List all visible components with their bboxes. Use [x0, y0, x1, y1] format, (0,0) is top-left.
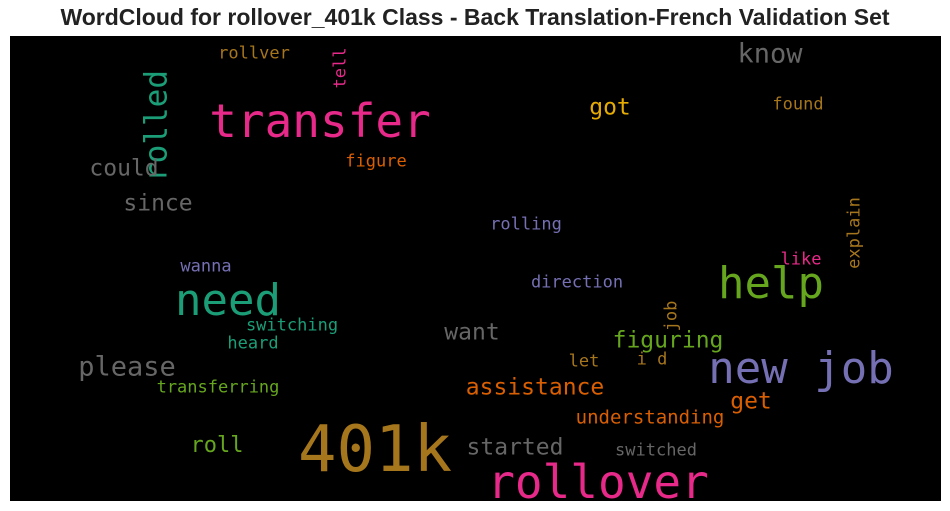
word-rollover: rollover [487, 455, 709, 501]
word-like: like [780, 249, 822, 270]
word-heard: heard [227, 333, 279, 354]
word-want: want [444, 319, 500, 346]
word-401k: 401k [297, 413, 453, 487]
word-assistance: assistance [465, 374, 605, 401]
word-wanna: wanna [180, 256, 232, 277]
word-let: let [568, 351, 600, 372]
word-switching: switching [245, 315, 339, 336]
word-i-d: i d [636, 349, 668, 370]
word-rollver: rollver [218, 43, 290, 64]
word-found: found [772, 94, 824, 115]
word-got: got [589, 94, 631, 121]
word-transfer: transfer [209, 94, 431, 148]
word-new-job: new job [708, 343, 894, 394]
word-need: need [175, 275, 281, 326]
word-could: could [89, 155, 159, 182]
wordcloud-canvas: 401k transfer rollover need help new job roll e… [10, 36, 941, 501]
word-figure: figure [345, 151, 407, 172]
word-direction: direction [530, 272, 624, 293]
word-explain: explain [844, 197, 865, 269]
word-switched: switched [615, 440, 697, 461]
word-please: please [78, 351, 176, 383]
word-transferring: transferring [156, 377, 280, 398]
word-since: since [123, 190, 193, 217]
word-job: job [661, 300, 682, 332]
word-know: know [737, 38, 803, 70]
word-roll: roll [190, 433, 244, 458]
word-get: get [730, 388, 772, 415]
word-help: help [718, 258, 824, 309]
word-tell: tell [330, 47, 351, 89]
word-figuring: figuring [612, 327, 724, 354]
word-rolling: rolling [490, 214, 562, 235]
chart-title: WordCloud for rollover_401k Class - Back… [60, 4, 890, 30]
word-understanding: understanding [575, 406, 725, 429]
word-started: started [466, 434, 564, 461]
